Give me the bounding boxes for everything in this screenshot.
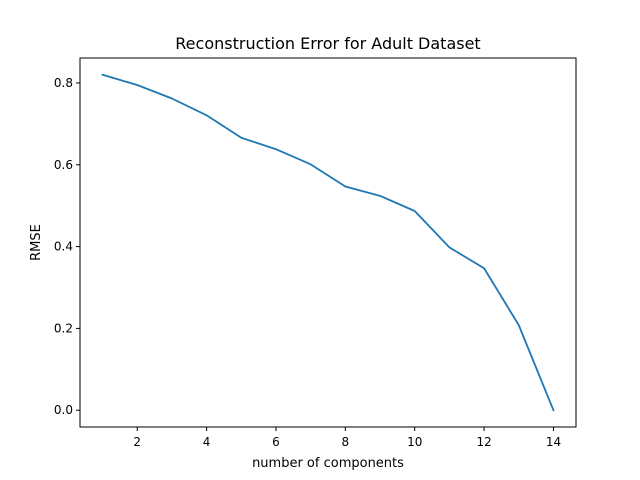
y-tick-label: 0.8 <box>54 76 73 90</box>
x-tick-label: 10 <box>407 435 422 449</box>
y-tick-label: 0.4 <box>54 240 73 254</box>
x-axis-label: number of components <box>252 456 404 471</box>
chart-title: Reconstruction Error for Adult Dataset <box>175 34 480 53</box>
x-tick-label: 4 <box>203 435 211 449</box>
y-axis: 0.0 0.2 0.4 0.6 0.8 <box>54 76 80 417</box>
y-axis-label: RMSE <box>29 224 44 261</box>
y-tick-label: 0.2 <box>54 321 73 335</box>
plot-area-frame <box>79 57 577 428</box>
y-tick-label: 0.0 <box>54 403 73 417</box>
x-tick-label: 12 <box>476 435 491 449</box>
x-axis: 2 4 6 8 10 12 14 <box>133 427 561 449</box>
x-tick-label: 8 <box>342 435 350 449</box>
y-tick-label: 0.6 <box>54 158 73 172</box>
series-layer <box>101 73 555 412</box>
x-tick-label: 2 <box>133 435 141 449</box>
x-tick-label: 6 <box>272 435 280 449</box>
x-tick-label: 14 <box>546 435 561 449</box>
series-line <box>101 73 555 412</box>
